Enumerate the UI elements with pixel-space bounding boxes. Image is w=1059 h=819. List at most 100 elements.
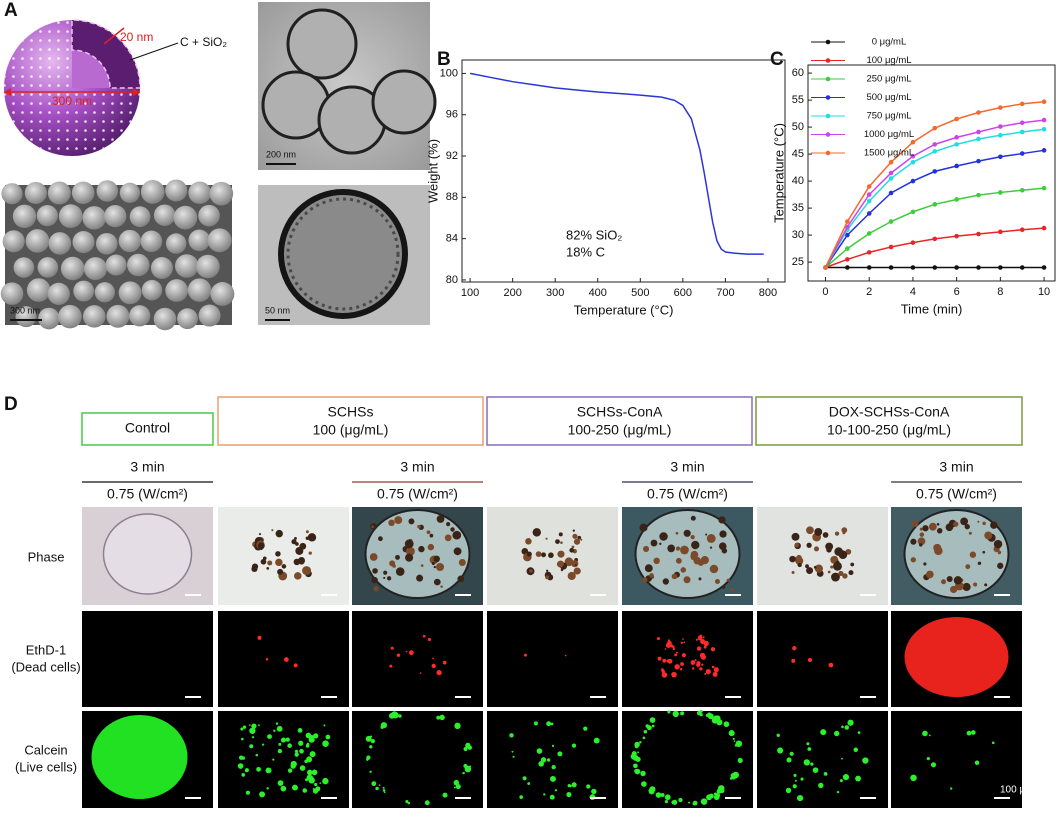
data-point — [976, 136, 981, 142]
dead-cell — [672, 673, 675, 677]
live-cell — [660, 792, 665, 797]
x-tick-label: 800 — [759, 287, 777, 299]
live-cell — [294, 749, 299, 754]
sem-particle — [48, 232, 72, 255]
particle — [266, 566, 270, 570]
particle — [675, 557, 682, 564]
x-tick-label: 400 — [589, 287, 607, 299]
data-point — [932, 236, 938, 242]
group-box — [755, 396, 1023, 446]
live-cell — [299, 765, 306, 771]
dead-cell — [696, 661, 701, 666]
live-cell — [950, 787, 953, 790]
dead-cell — [257, 635, 262, 640]
y-tick-label: 30 — [792, 229, 804, 241]
sem-particle — [94, 282, 115, 303]
data-point — [845, 219, 850, 224]
sem-particle — [209, 181, 234, 206]
dead-cell — [680, 641, 683, 644]
particle — [373, 586, 379, 592]
particle — [526, 551, 532, 557]
live-cell — [792, 784, 797, 789]
particle — [968, 531, 972, 535]
particle — [982, 550, 986, 554]
data-point — [866, 265, 872, 270]
particle — [404, 539, 414, 549]
live-cell — [287, 743, 292, 748]
data-point — [976, 192, 981, 198]
data-point — [998, 154, 1003, 160]
y-tick-label: 55 — [792, 94, 804, 106]
particle — [395, 567, 405, 576]
particle — [388, 519, 395, 527]
live-cell — [371, 781, 377, 787]
live-cell — [322, 777, 329, 785]
x-tick-label: 100 — [461, 287, 479, 299]
dead-cell — [396, 653, 401, 657]
dead-cell — [828, 662, 834, 668]
live-cell — [794, 779, 797, 782]
sem-particle — [47, 181, 71, 205]
live-cell — [536, 748, 543, 754]
group-box — [81, 412, 214, 446]
live-cell — [648, 788, 655, 795]
particle — [936, 528, 943, 534]
particle — [433, 578, 441, 586]
dead-cell — [703, 645, 707, 649]
live-cell — [922, 730, 928, 737]
sem-particle — [207, 228, 232, 253]
sem-particle — [165, 233, 187, 254]
particle — [791, 532, 800, 541]
live-cell — [302, 788, 308, 793]
dead-cell — [672, 647, 676, 651]
sem-particle — [153, 204, 176, 226]
sem-particle — [188, 229, 211, 252]
sem-particle — [141, 279, 163, 301]
sem-particle — [104, 204, 127, 228]
dead-cell — [523, 653, 527, 657]
live-cell — [730, 772, 737, 780]
data-point — [888, 190, 894, 196]
particle — [973, 582, 978, 587]
dead-cell — [699, 667, 703, 671]
live-cell — [383, 791, 386, 794]
data-point — [823, 265, 828, 270]
data-line — [824, 149, 1045, 268]
dead-cell — [662, 658, 667, 663]
live-cell — [737, 757, 743, 764]
data-point — [1019, 265, 1025, 270]
live-cell — [277, 748, 283, 754]
data-point — [845, 224, 850, 230]
data-point — [954, 142, 959, 147]
live-cell — [928, 734, 931, 737]
particle — [307, 533, 317, 542]
live-cell — [549, 794, 555, 800]
data-point — [998, 105, 1003, 110]
live-cell — [649, 717, 656, 723]
y-tick-label: 25 — [792, 256, 804, 268]
live-cell — [857, 731, 861, 734]
live-cell — [285, 737, 290, 742]
sem-particle — [95, 232, 118, 255]
live-cell — [707, 712, 712, 717]
dead-cell — [697, 635, 703, 641]
row-sublabel: (Dead cells) — [11, 659, 80, 674]
particle — [644, 564, 653, 573]
live-cell — [365, 735, 372, 742]
dead-cell — [661, 672, 668, 678]
live-cell — [265, 767, 272, 774]
panel-label: A — [4, 0, 18, 21]
particle — [953, 521, 959, 527]
row-label: Phase — [28, 549, 65, 564]
particle — [383, 570, 388, 575]
live-cell — [543, 793, 546, 796]
row-sublabel: (Live cells) — [15, 759, 77, 774]
live-cell — [314, 782, 318, 787]
particle — [299, 542, 307, 550]
y-tick-label: 80 — [446, 274, 458, 286]
x-tick-label: 700 — [716, 287, 734, 299]
live-cell — [369, 745, 373, 749]
particle — [698, 577, 702, 581]
live-cell — [734, 744, 738, 747]
